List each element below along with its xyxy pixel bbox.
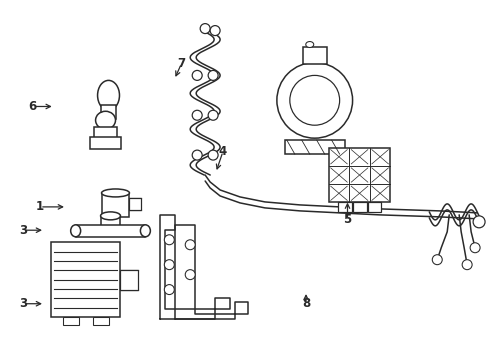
Text: 6: 6 [28, 100, 37, 113]
Circle shape [290, 75, 340, 125]
Text: 3: 3 [19, 224, 27, 237]
Circle shape [277, 62, 353, 138]
Circle shape [470, 243, 480, 253]
Ellipse shape [71, 225, 81, 237]
Text: 7: 7 [177, 57, 186, 70]
Circle shape [210, 26, 220, 36]
Circle shape [164, 235, 174, 245]
Ellipse shape [96, 111, 116, 129]
Circle shape [200, 24, 210, 33]
Circle shape [185, 240, 195, 250]
Text: 5: 5 [343, 213, 352, 226]
Ellipse shape [141, 225, 150, 237]
Ellipse shape [101, 189, 129, 197]
Text: 4: 4 [219, 145, 227, 158]
Bar [94, 127, 118, 139]
Circle shape [192, 110, 202, 120]
Circle shape [208, 71, 218, 80]
Circle shape [192, 150, 202, 160]
Ellipse shape [98, 80, 120, 110]
Bar [63, 317, 78, 325]
Bar [121, 270, 138, 289]
Bar [75, 225, 146, 237]
Bar [100, 105, 117, 119]
Bar [90, 137, 122, 149]
Bar [329, 148, 391, 202]
Circle shape [462, 260, 472, 270]
Circle shape [208, 110, 218, 120]
Circle shape [164, 285, 174, 294]
Text: 3: 3 [19, 297, 27, 310]
Circle shape [185, 270, 195, 280]
Text: 2: 2 [99, 292, 107, 305]
Bar [353, 202, 367, 212]
Bar [93, 317, 108, 325]
Circle shape [432, 255, 442, 265]
Bar [100, 216, 121, 230]
Circle shape [164, 260, 174, 270]
Bar [338, 202, 352, 212]
Ellipse shape [100, 212, 121, 220]
Circle shape [208, 150, 218, 160]
Circle shape [473, 216, 485, 228]
Circle shape [192, 71, 202, 80]
Bar [303, 46, 327, 64]
Bar [129, 198, 142, 210]
Bar [51, 242, 121, 317]
Bar [368, 202, 382, 212]
Bar [285, 140, 344, 154]
Ellipse shape [306, 41, 314, 48]
Text: 8: 8 [302, 297, 310, 310]
Bar [101, 193, 129, 217]
Text: 1: 1 [36, 201, 44, 213]
